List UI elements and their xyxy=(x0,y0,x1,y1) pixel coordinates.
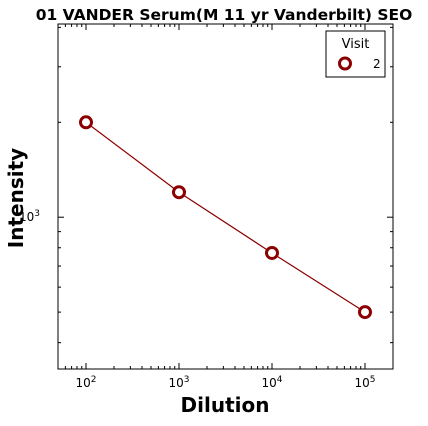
data-point xyxy=(358,305,373,320)
plot-area-frame xyxy=(57,23,394,370)
data-point xyxy=(171,185,186,200)
series-line xyxy=(85,121,366,313)
data-point xyxy=(265,245,280,260)
series-layer xyxy=(78,115,373,320)
x-tick-label: 103 xyxy=(168,375,189,390)
x-axis-label: Dilution xyxy=(181,393,270,417)
legend-box xyxy=(325,30,386,78)
y-axis-label: Intensity xyxy=(4,148,28,248)
axis-ticks: 102 103 104 105 103 xyxy=(19,24,394,390)
legend-title: Visit xyxy=(342,37,370,52)
legend: Visit 2 xyxy=(325,30,386,78)
data-point xyxy=(78,115,93,130)
x-tick-label: 102 xyxy=(75,375,96,390)
y-tick-label: 103 xyxy=(19,209,40,224)
legend-marker xyxy=(338,56,352,71)
chart-title: 01 VANDER Serum(M 11 yr Vanderbilt) SEO xyxy=(36,6,413,24)
legend-entry-label: 2 xyxy=(373,57,381,71)
x-tick-label: 105 xyxy=(354,375,375,390)
x-tick-label: 104 xyxy=(261,375,282,390)
